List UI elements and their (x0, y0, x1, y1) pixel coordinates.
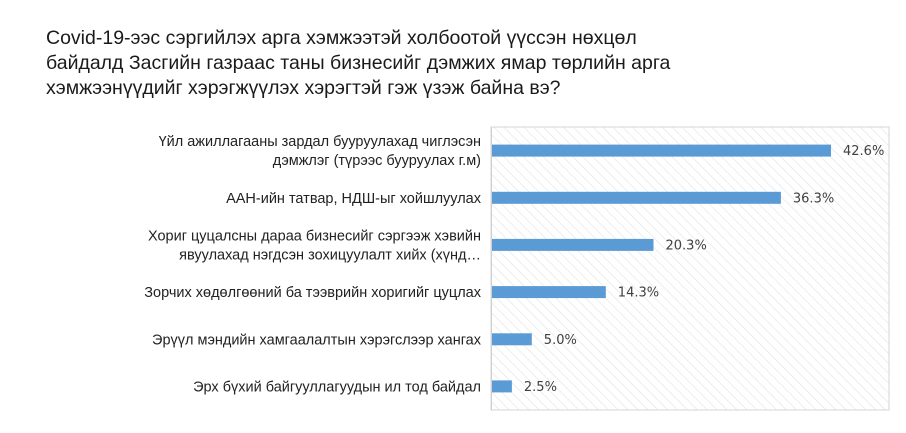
value-label-5: 5.0% (544, 333, 577, 348)
bar-5 (492, 333, 532, 346)
value-label-1: 42.6% (843, 144, 884, 159)
category-label-6: Эрх бүхий байгууллагуудын ил тод байдал (193, 379, 481, 395)
value-label-4: 14.3% (618, 286, 659, 301)
category-label-2: ААН-ийн татвар, НДШ-ыг хойшлуулах (226, 191, 482, 207)
value-label-6: 2.5% (524, 380, 557, 395)
plot-area (490, 126, 890, 411)
category-label-4: Зорчих хөдөлгөөний ба тээврийн хоригийг … (144, 285, 481, 301)
category-label-3-line-1: Хориг цуцалсны дараа бизнесийг сэргээж х… (148, 228, 481, 244)
title-line-3: хэмжээнүүдийг хэрэгжүүлэх хэрэгтэй гэж ү… (46, 77, 561, 99)
value-label-2: 36.3% (793, 191, 834, 206)
bar-4 (492, 286, 606, 299)
chart-title: Covid-19-ээс сэргийлэх арга хэмжээтэй хо… (46, 26, 826, 101)
category-label-1-line-1: Үйл ажиллагааны зардал бууруулахад чиглэ… (159, 134, 481, 150)
bar-3 (492, 238, 654, 251)
value-label-3: 20.3% (666, 238, 707, 253)
title-line-2: байдалд Засгийн газраас таны бизнесийг д… (46, 52, 671, 74)
category-label-3-line-2: явуулахад нэгдсэн зохицуулалт хийх (хүнд… (179, 247, 481, 263)
bar-1 (492, 144, 831, 157)
bar-6 (492, 380, 512, 393)
bar-2 (492, 191, 781, 204)
title-line-1: Covid-19-ээс сэргийлэх арга хэмжээтэй хо… (46, 27, 637, 49)
category-label-5: Эрүүл мэндийн хамгаалалтын хэрэгслээр ха… (152, 332, 482, 348)
category-label-1-line-2: дэмжлэг (түрээс бууруулах г.м) (273, 153, 481, 169)
